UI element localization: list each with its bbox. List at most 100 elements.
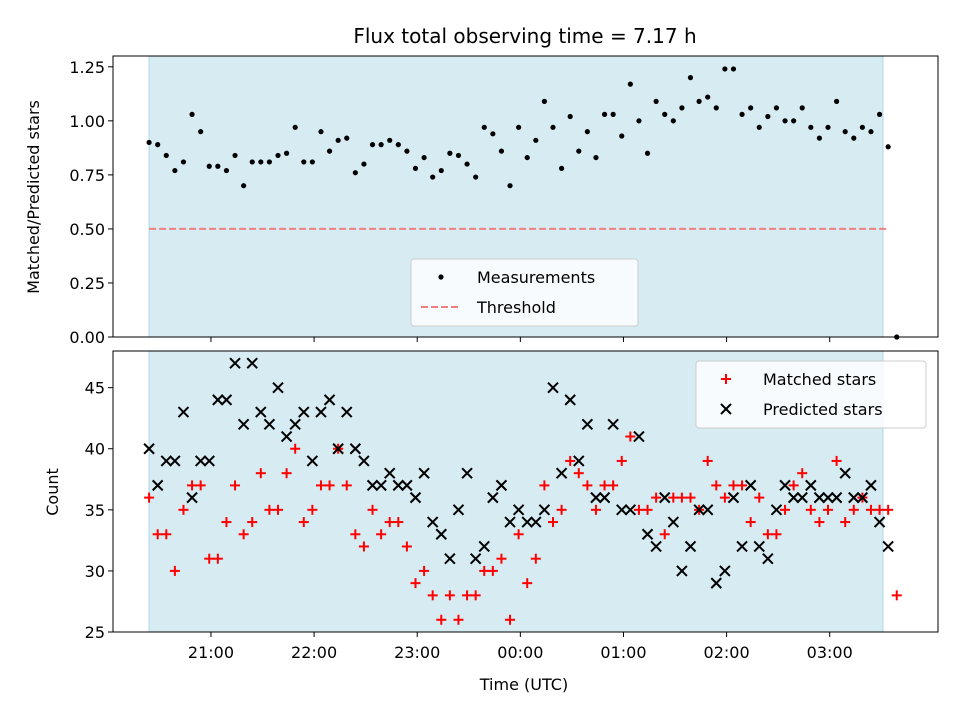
measurement-point (576, 148, 582, 154)
measurement-point (206, 163, 212, 169)
cross-stroke (512, 504, 525, 516)
top-legend: Measurements Threshold (410, 258, 639, 327)
predicted-star-point (590, 491, 602, 504)
cross-stroke (426, 516, 439, 528)
predicted-star-point (796, 491, 808, 504)
predicted-star-point (555, 467, 568, 479)
cross-stroke (720, 403, 732, 415)
measurement-point (765, 113, 771, 120)
predicted-star-point (418, 467, 430, 479)
cross-stroke (590, 491, 602, 504)
matched-star-point (625, 431, 636, 442)
matched-star-point (204, 553, 215, 564)
matched-star-point (865, 504, 876, 515)
measurement-point (687, 75, 694, 81)
cross-stroke (332, 443, 344, 455)
predicted-star-point (839, 467, 851, 479)
cross-stroke (701, 504, 714, 516)
x-axis-label: Time (UTC) (479, 675, 568, 694)
matched-star-point (462, 590, 473, 601)
y-tick-label: 35 (85, 501, 105, 520)
cross-stroke (650, 540, 662, 553)
measurement-point (249, 159, 255, 165)
matched-star-point (659, 529, 670, 540)
predicted-star-point (538, 504, 551, 516)
predicted-star-point (426, 516, 439, 528)
predicted-star-point (744, 479, 757, 492)
matched-star-point (264, 504, 275, 515)
cross-stroke (848, 491, 860, 504)
legend-marker-measurements (438, 274, 444, 280)
matched-star-point (651, 492, 662, 503)
cross-stroke (263, 418, 276, 431)
measurement-point (644, 150, 651, 156)
matched-star-point (195, 480, 206, 491)
cross-stroke (719, 565, 731, 577)
y-tick-label: 25 (85, 623, 105, 642)
predicted-star-point (332, 443, 344, 455)
predicted-star-point (315, 406, 327, 418)
measurement-point (533, 137, 539, 143)
predicted-star-point (598, 491, 611, 504)
y-tick-label: 0.50 (69, 220, 105, 239)
measurement-point (670, 118, 676, 124)
top-y-ticks: 0.00 0.25 0.50 0.75 1.00 1.25 (69, 58, 113, 347)
measurement-point (352, 170, 358, 176)
predicted-star-point (719, 565, 731, 577)
matched-star-point (410, 578, 421, 589)
predicted-star-point (289, 418, 301, 431)
y-tick-label: 0.00 (69, 328, 105, 347)
matched-star-point (737, 480, 748, 491)
cross-stroke (624, 504, 637, 516)
measurement-point (180, 159, 187, 165)
measurement-point (610, 111, 616, 117)
predicted-star-point (684, 540, 697, 553)
cross-stroke (212, 394, 224, 406)
cross-stroke (194, 455, 207, 467)
cross-stroke (237, 418, 250, 431)
measurement-point (283, 150, 290, 156)
predicted-star-point (779, 479, 791, 492)
matched-star-point (548, 517, 558, 528)
cross-stroke (220, 394, 233, 406)
measurement-point (593, 154, 599, 161)
matched-star-point (573, 468, 584, 479)
cross-stroke (392, 479, 405, 492)
cross-stroke (607, 418, 619, 431)
matched-star-point (487, 565, 498, 576)
cross-stroke (555, 467, 568, 479)
measurement-point (825, 124, 831, 130)
cross-stroke (856, 491, 869, 504)
measurement-point (258, 159, 264, 165)
cross-stroke (770, 504, 783, 516)
cross-stroke (564, 394, 576, 406)
predicted-star-point (710, 577, 722, 589)
matched-star-point (281, 468, 292, 479)
measurement-point (189, 111, 195, 117)
matched-star-point (883, 504, 894, 515)
measurement-point (292, 124, 298, 130)
matched-star-point (152, 529, 163, 540)
cross-stroke (787, 491, 800, 504)
predicted-star-point (641, 528, 654, 540)
predicted-star-point (667, 516, 680, 528)
matched-star-point (513, 529, 524, 540)
x-tick-label: 21:00 (188, 643, 234, 662)
predicted-star-point (607, 418, 619, 431)
cross-stroke (633, 430, 645, 443)
matched-star-point (616, 455, 627, 466)
measurement-point (344, 135, 350, 141)
measurement-point (378, 142, 384, 148)
measurement-point (309, 159, 315, 165)
predicted-star-point (495, 479, 508, 492)
predicted-star-point (341, 406, 353, 418)
measurement-point (859, 124, 865, 130)
x-tick-label: 00:00 (497, 643, 543, 662)
matched-star-point (436, 614, 447, 625)
matched-star-point (762, 529, 773, 540)
legend-plus-marker (721, 374, 731, 384)
cross-stroke (676, 565, 688, 577)
measurement-point (335, 137, 341, 143)
measurement-point (739, 111, 745, 117)
cross-stroke (444, 552, 456, 565)
